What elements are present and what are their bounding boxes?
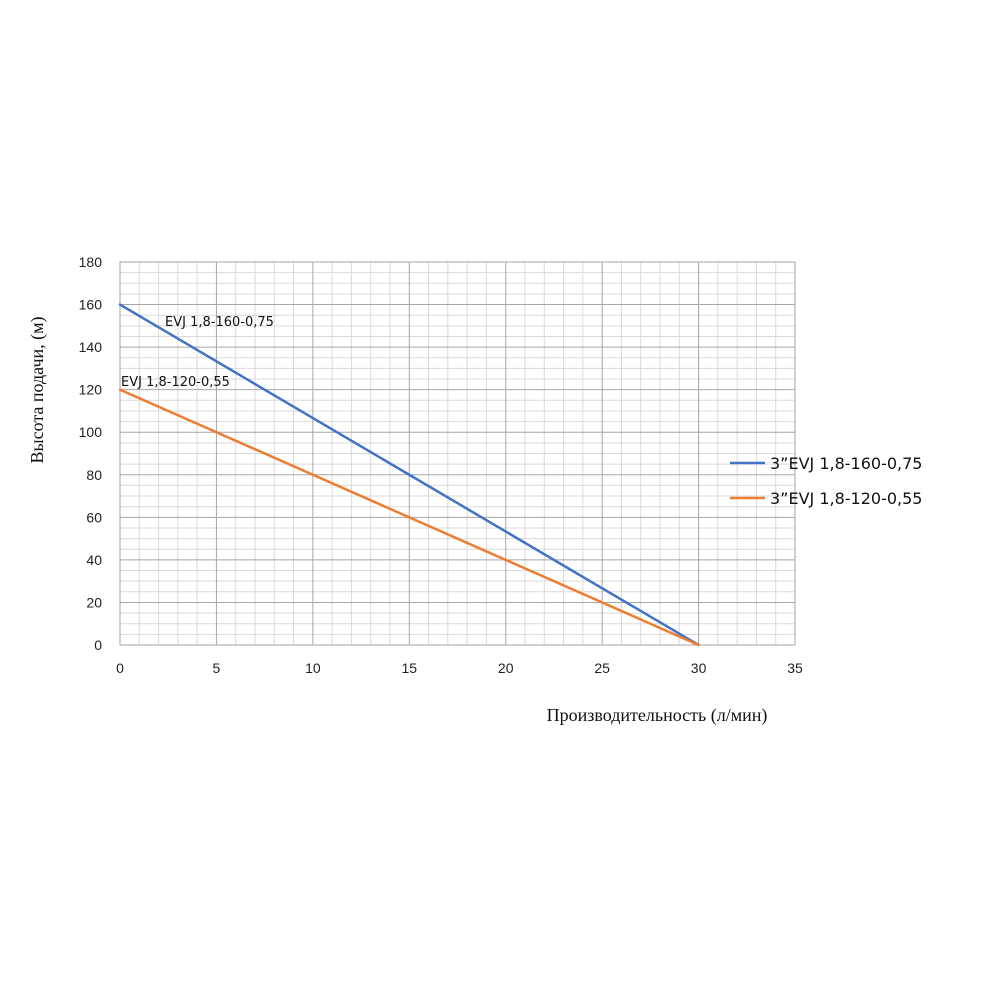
x-tick-label: 20 — [498, 660, 514, 676]
y-tick-label: 80 — [86, 467, 102, 483]
y-tick-label: 120 — [79, 382, 103, 398]
inline-labels: EVJ 1,8-160-0,75 EVJ 1,8-120-0,55 — [121, 315, 274, 390]
series-lines — [118, 303, 700, 647]
minor-grid — [120, 262, 795, 645]
series-line — [118, 388, 700, 647]
x-tick-label: 5 — [213, 660, 221, 676]
y-tick-label: 180 — [79, 254, 103, 270]
x-axis-title: Производительность (л/мин) — [547, 705, 768, 726]
series-inline-label: EVJ 1,8-160-0,75 — [165, 315, 274, 330]
y-tick-label: 0 — [94, 637, 102, 653]
x-tick-label: 0 — [116, 660, 124, 676]
series-line — [118, 303, 700, 647]
legend-label: 3”EVJ 1,8-160-0,75 — [770, 454, 922, 473]
x-tick-label: 15 — [401, 660, 417, 676]
x-tick-label: 10 — [305, 660, 321, 676]
y-tick-label: 160 — [79, 297, 103, 313]
x-tick-label: 30 — [691, 660, 707, 676]
major-grid — [119, 261, 796, 646]
legend: 3”EVJ 1,8-160-0,75 3”EVJ 1,8-120-0,55 — [730, 454, 922, 508]
y-axis-title: Высота подачи, (м) — [27, 316, 48, 463]
y-tick-label: 40 — [86, 552, 102, 568]
x-tick-label: 25 — [594, 660, 610, 676]
y-tick-label: 60 — [86, 509, 102, 525]
y-tick-labels: 0 20 40 60 80 100 120 140 160 180 — [79, 254, 103, 653]
y-tick-label: 140 — [79, 339, 103, 355]
legend-label: 3”EVJ 1,8-120-0,55 — [770, 489, 922, 508]
series-inline-label: EVJ 1,8-120-0,55 — [121, 375, 230, 390]
y-tick-label: 20 — [86, 594, 102, 610]
x-tick-labels: 0 5 10 15 20 25 30 35 — [116, 660, 803, 676]
y-tick-label: 100 — [79, 424, 103, 440]
x-tick-label: 35 — [787, 660, 803, 676]
